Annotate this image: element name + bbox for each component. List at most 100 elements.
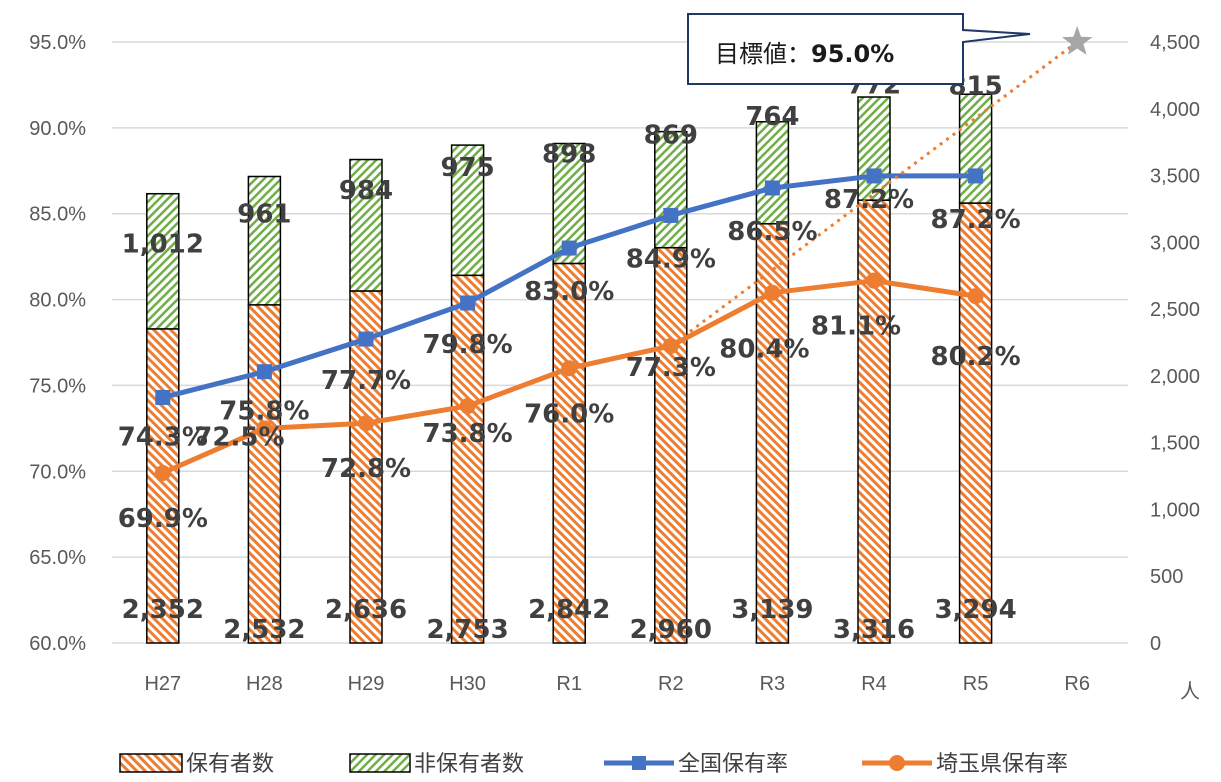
legend-swatch-holders: [119, 753, 183, 773]
x-tick-label: H29: [348, 673, 385, 695]
label-holders: 3,316: [833, 615, 915, 645]
x-tick-label: R5: [963, 673, 989, 695]
right-tick-label: 1,000: [1150, 499, 1200, 521]
callout-prefix: 目標値：: [715, 40, 811, 68]
target-star: [1062, 26, 1093, 55]
label-saitama-rate: 69.9%: [118, 504, 208, 534]
callout-box: [687, 13, 1031, 85]
bar-holders: [349, 290, 383, 644]
right-tick-label: 500: [1150, 566, 1183, 588]
right-tick-label: 4,000: [1150, 99, 1200, 121]
label-holders: 2,753: [426, 615, 508, 645]
national-rate-point: [358, 331, 374, 347]
label-national-rate: 84.9%: [626, 244, 716, 274]
bar-holders: [146, 328, 180, 644]
right-tick-label: 2,000: [1150, 366, 1200, 388]
x-tick-label: R4: [861, 673, 887, 695]
left-axis-ticks: 60.0% 65.0% 70.0% 75.0% 80.0% 85.0% 90.0% 95.0%: [29, 32, 86, 655]
national-rate-point: [460, 295, 476, 311]
callout-value: 95.0%: [811, 40, 894, 68]
bar-non-holders: [349, 158, 383, 292]
right-tick-label: 0: [1150, 633, 1161, 655]
x-tick-label: H28: [246, 673, 283, 695]
legend-marker-saitama-rate: [889, 755, 905, 771]
bar-holders: [654, 246, 688, 644]
label-holders: 2,352: [122, 595, 204, 625]
label-national-rate: 79.8%: [422, 330, 512, 360]
lines: [154, 168, 984, 482]
left-tick-label: 70.0%: [29, 461, 86, 483]
bar-non-holders: [755, 120, 790, 225]
saitama-rate-point: [866, 272, 882, 289]
right-tick-label: 1,500: [1150, 433, 1200, 455]
bar-holders: [857, 199, 891, 644]
left-tick-label: 60.0%: [29, 633, 86, 655]
saitama-rate-point: [561, 360, 578, 377]
label-non-holders: 975: [440, 153, 494, 183]
legend-label-non-holders: 非保有者数: [414, 752, 524, 777]
national-rate-point: [155, 389, 171, 405]
bar-holders: [958, 202, 993, 644]
target: [669, 26, 1093, 348]
bar-non-holders: [958, 93, 993, 204]
label-national-rate: 87.2%: [824, 185, 914, 215]
bar-holders: [247, 304, 282, 644]
bar-non-holders: [146, 192, 180, 330]
label-holders: 2,532: [223, 615, 305, 645]
national-rate-point: [968, 168, 984, 184]
x-tick-label: R6: [1064, 673, 1090, 695]
x-tick-label: R2: [658, 673, 684, 695]
label-saitama-rate: 80.4%: [719, 335, 809, 365]
label-holders: 2,842: [528, 595, 610, 625]
bar-non-holders: [654, 130, 688, 249]
saitama-rate-point: [967, 288, 984, 305]
label-national-rate: 77.7%: [321, 366, 411, 396]
left-tick-label: 95.0%: [29, 32, 86, 54]
saitama-rate-point: [764, 284, 781, 301]
label-non-holders: 764: [745, 102, 799, 132]
national-rate-point: [561, 240, 577, 256]
gridlines: [112, 41, 1128, 644]
x-tick-label: H30: [449, 673, 486, 695]
x-axis-ticks: H27 H28 H29 H30 R1 R2 R3 R4 R5 R6: [144, 673, 1090, 695]
national-rate-point: [256, 364, 272, 380]
bars: [146, 93, 993, 644]
national-rate-point: [764, 180, 780, 196]
target-callout: 目標値：95.0%: [687, 13, 1031, 85]
label-national-rate: 75.8%: [219, 397, 309, 427]
legend-swatch-non-holders: [349, 753, 411, 773]
label-non-holders: 898: [542, 139, 596, 169]
label-holders: 3,139: [731, 595, 813, 625]
saitama-rate-point: [358, 415, 374, 432]
bar-holders: [552, 262, 586, 644]
label-national-rate: 87.2%: [930, 205, 1020, 235]
label-saitama-rate: 72.5%: [194, 422, 284, 452]
label-holders: 2,960: [630, 615, 712, 645]
saitama-rate-point: [459, 398, 476, 415]
data-labels: 2,352 1,012 2,532 961 2,636 984 2,753 975 2,842 8…: [118, 71, 1021, 645]
callout-text: 目標値：95.0%: [715, 40, 894, 68]
right-axis-ticks: 0 500 1,000 1,500 2,000 2,500 3,000 3,500 4,000 4…: [1150, 32, 1200, 655]
label-holders: 3,294: [934, 595, 1016, 625]
right-axis-unit: 人: [1180, 680, 1200, 703]
left-tick-label: 75.0%: [29, 375, 86, 397]
bar-non-holders: [247, 175, 282, 306]
legend-label-saitama-rate: 埼玉県保有率: [936, 752, 1068, 777]
legend-label-holders: 保有者数: [186, 752, 274, 777]
label-saitama-rate: 81.1%: [811, 312, 901, 342]
legend: 保有者数 非保有者数 全国保有率 埼玉県保有率: [119, 752, 1068, 777]
label-non-holders: 1,012: [122, 229, 204, 259]
label-non-holders: 961: [237, 200, 291, 230]
x-tick-label: R3: [760, 673, 786, 695]
right-tick-label: 3,500: [1150, 166, 1200, 188]
label-non-holders: 869: [644, 121, 698, 151]
label-national-rate: 83.0%: [524, 277, 614, 307]
legend-marker-national-rate: [632, 756, 646, 770]
left-tick-label: 65.0%: [29, 547, 86, 569]
x-tick-label: R1: [556, 673, 582, 695]
label-saitama-rate: 73.8%: [422, 419, 512, 449]
national-rate-point: [663, 207, 679, 223]
left-tick-label: 90.0%: [29, 118, 86, 140]
left-tick-label: 85.0%: [29, 204, 86, 226]
